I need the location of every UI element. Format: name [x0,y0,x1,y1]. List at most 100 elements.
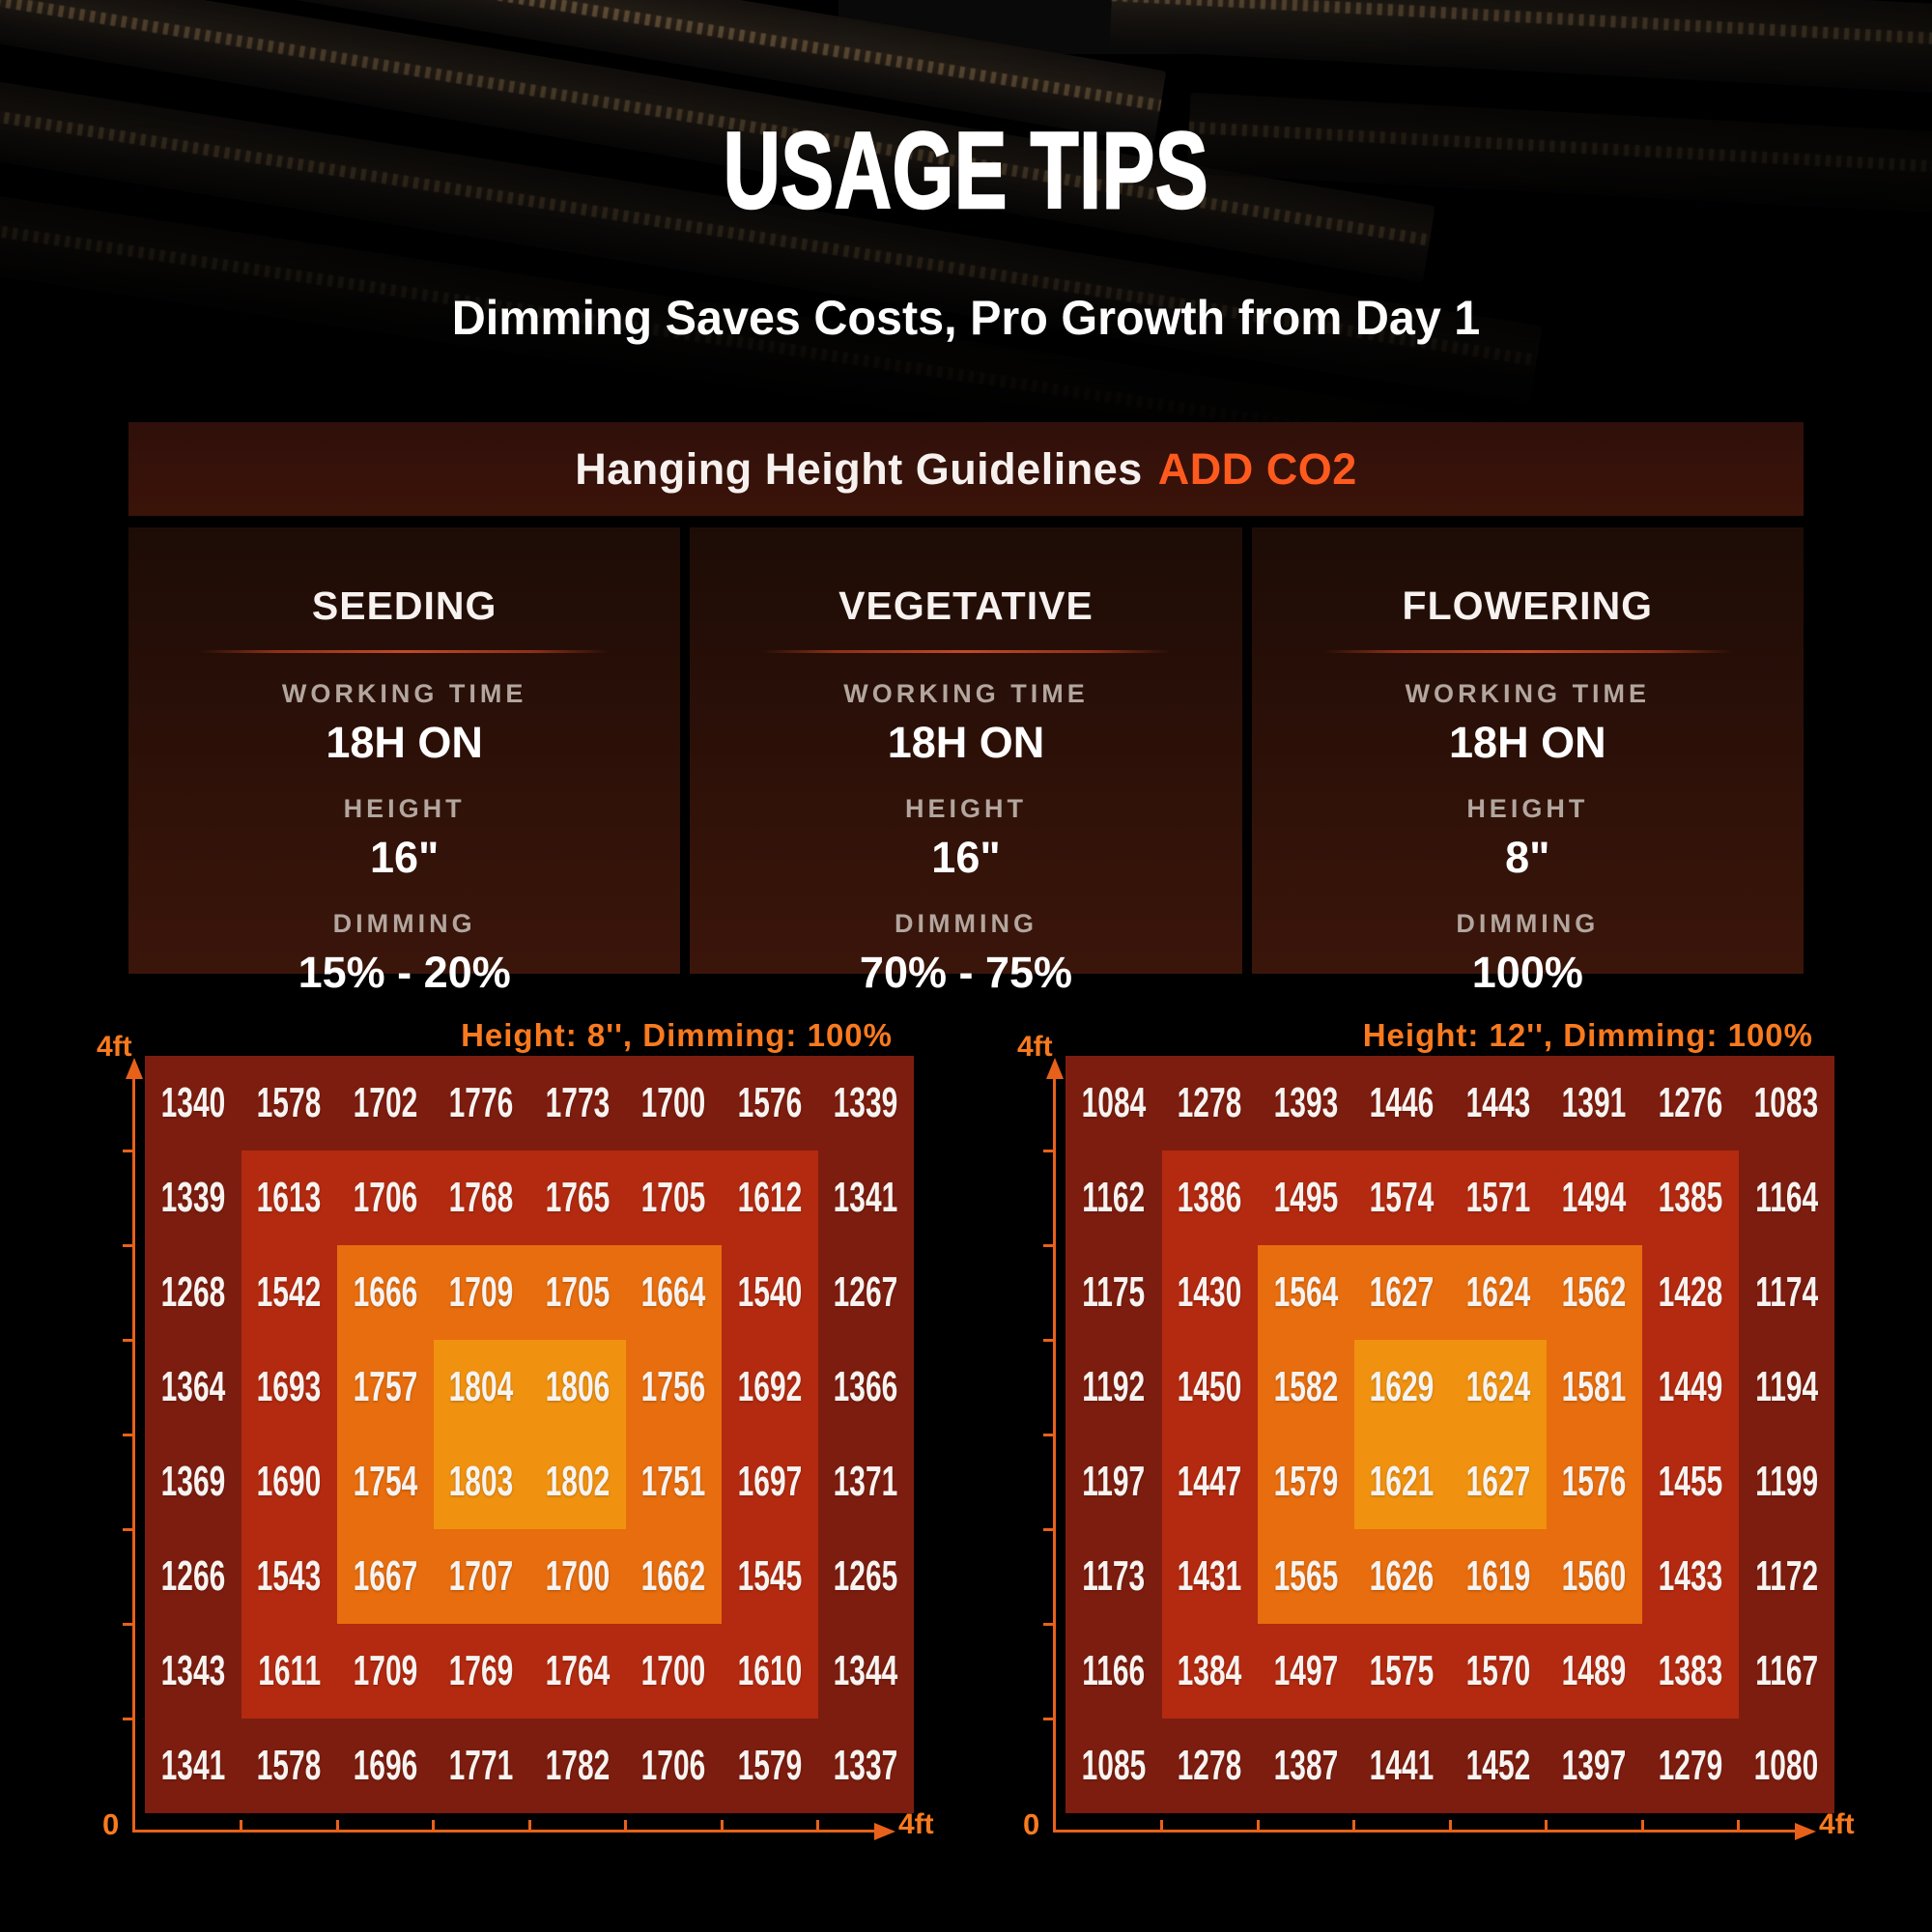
divider [200,650,610,653]
heatmap-cell: 1696 [337,1719,434,1813]
heatmap-cell: 1804 [433,1340,529,1435]
height-value: 8" [1505,833,1550,882]
heatmap-cell: 1494 [1546,1151,1642,1245]
working-time-label: WORKING TIME [843,679,1089,708]
height-label: HEIGHT [1466,794,1589,823]
dimming-value: 15% - 20% [298,948,511,997]
heatmap-cell: 1705 [625,1151,722,1245]
y-axis-tick [123,1243,133,1247]
y-axis-max-label: 4ft [1017,1031,1053,1063]
x-axis-tick [720,1820,724,1833]
heatmap-cell: 1571 [1450,1151,1547,1245]
working-time-value: 18H ON [887,718,1045,767]
heatmap-cell: 1560 [1546,1529,1642,1624]
heatmap-cell: 1776 [433,1056,529,1151]
y-axis-line [132,1071,135,1833]
heatmap-cell: 1083 [1738,1056,1834,1151]
heatmap-cell: 1626 [1353,1529,1450,1624]
heatmap-cell: 1450 [1161,1340,1258,1435]
heatmap-cell: 1771 [433,1719,529,1813]
heatmap-cell: 1339 [817,1056,914,1151]
heatmap-cell: 1697 [722,1435,818,1529]
heatmap-cell: 1433 [1642,1529,1739,1624]
working-time-value: 18H ON [326,718,483,767]
heatmap-cell: 1693 [241,1340,337,1435]
heatmap-cell: 1757 [337,1340,434,1435]
heatmap-cell: 1764 [529,1624,626,1719]
heatmap-cell: 1706 [625,1719,722,1813]
y-axis-tick [123,1149,133,1152]
heatmap-cell: 1664 [625,1245,722,1340]
heatmap-cell: 1581 [1546,1340,1642,1435]
heatmap-cell: 1705 [529,1245,626,1340]
heatmap-cell: 1386 [1161,1151,1258,1245]
heatmap-cell: 1371 [817,1435,914,1529]
y-axis-line [1053,1071,1056,1833]
x-axis-tick [624,1820,627,1833]
y-axis-arrow-icon [1045,1058,1064,1079]
heatmap-cell: 1666 [337,1245,434,1340]
heatmap-cell: 1773 [529,1056,626,1151]
heatmap-cell: 1455 [1642,1435,1739,1529]
heatmap-cell: 1667 [337,1529,434,1624]
heatmap-cell: 1279 [1642,1719,1739,1813]
ppfd-heatmap-12in: Height: 12'', Dimming: 100% 4ft 1084 1278… [1017,1017,1855,1841]
heatmap-cell: 1540 [722,1245,818,1340]
heatmap-cell: 1447 [1161,1435,1258,1529]
x-axis-tick [1545,1820,1548,1833]
dimming-value: 70% - 75% [859,948,1073,997]
heatmap-cell: 1452 [1450,1719,1547,1813]
heatmap-cell: 1690 [241,1435,337,1529]
heatmap-cell: 1611 [241,1624,337,1719]
heatmap-cell: 1612 [722,1151,818,1245]
heatmap-cell: 1613 [241,1151,337,1245]
heatmap-cell: 1619 [1450,1529,1547,1624]
heatmap-cell: 1341 [145,1719,242,1813]
heatmap-cell: 1709 [337,1624,434,1719]
page-subtitle: Dimming Saves Costs, Pro Growth from Day… [451,291,1481,345]
y-axis-max-label: 4ft [97,1031,132,1063]
heatmap-cell: 1162 [1065,1151,1162,1245]
stage-card-flowering: FLOWERING WORKING TIME 18H ON HEIGHT 8" … [1251,527,1804,997]
x-axis-max-label: 4ft [898,1808,934,1840]
heatmap-cell: 1192 [1065,1340,1162,1435]
grow-light-photo [0,0,1932,483]
heatmap-cell: 1564 [1258,1245,1354,1340]
heatmap-cell: 1700 [529,1529,626,1624]
chart-title: Height: 8'', Dimming: 100% [461,1017,893,1053]
guidelines-header-text: Hanging Height Guidelines [575,443,1143,494]
heatmap-cell: 1709 [433,1245,529,1340]
x-axis-tick [432,1820,435,1833]
stage-card-vegetative: VEGETATIVE WORKING TIME 18H ON HEIGHT 16… [690,527,1242,997]
heatmap-cell: 1575 [1353,1624,1450,1719]
heatmap-cell: 1751 [625,1435,722,1529]
stage-cards-row: SEEDING WORKING TIME 18H ON HEIGHT 16" D… [128,527,1804,997]
heatmap-cell: 1383 [1642,1624,1739,1719]
heatmap-cell: 1627 [1353,1245,1450,1340]
heatmap-cell: 1174 [1738,1245,1834,1340]
heatmap-cell: 1267 [817,1245,914,1340]
stage-name: VEGETATIVE [838,583,1094,628]
y-axis-tick [1043,1149,1054,1152]
divider [761,650,1171,653]
x-axis-tick [1160,1820,1163,1833]
heatmap-cell: 1428 [1642,1245,1739,1340]
y-axis-tick [1043,1338,1054,1342]
stage-name: FLOWERING [1402,583,1654,628]
heatmap-cell: 1194 [1738,1340,1834,1435]
heatmap-cell: 1497 [1258,1624,1354,1719]
x-axis-line [132,1830,874,1833]
ppfd-heatmap-8in: Height: 8'', Dimming: 100% 4ft 1340 1578 1… [97,1017,934,1841]
dimming-value: 100% [1471,948,1583,997]
y-axis-tick [123,1433,133,1436]
y-axis-tick [1043,1243,1054,1247]
x-axis-tick [335,1820,339,1833]
heatmap-cell: 1278 [1161,1056,1258,1151]
heatmap-cell: 1702 [337,1056,434,1151]
heatmap-cell: 1175 [1065,1245,1162,1340]
heatmap-cell: 1173 [1065,1529,1162,1624]
x-axis-tick [1256,1820,1260,1833]
heatmap-cell: 1578 [241,1719,337,1813]
x-axis-tick [1448,1820,1452,1833]
